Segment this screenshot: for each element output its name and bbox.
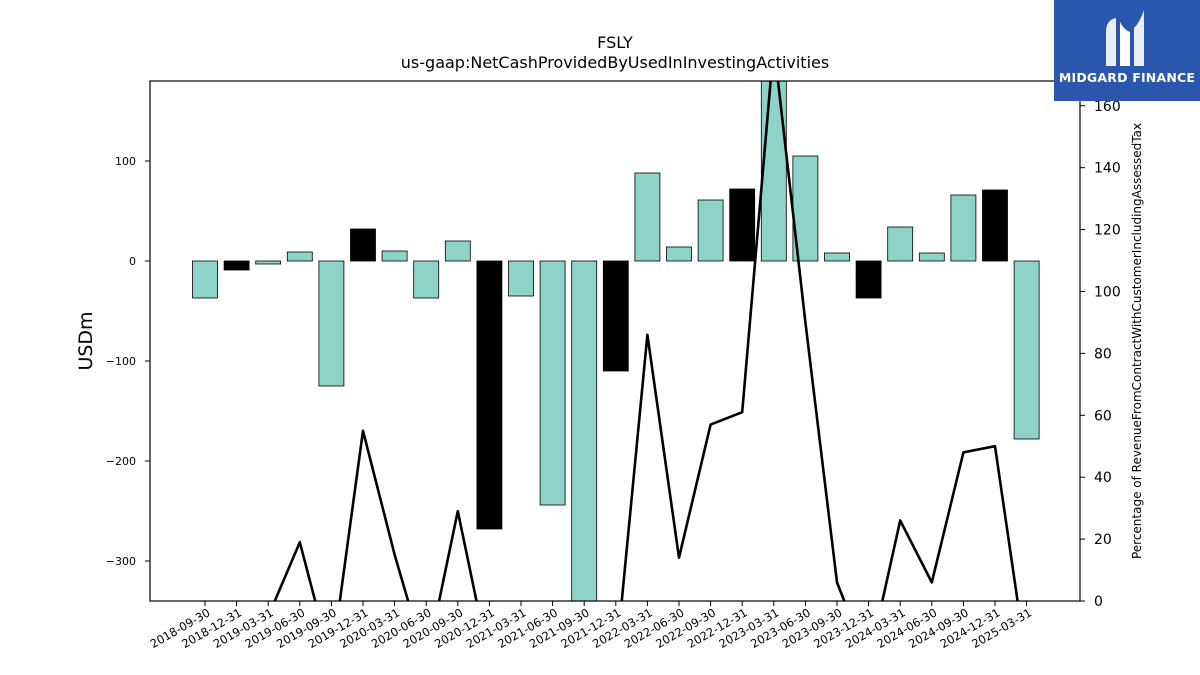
y2-tick-label: 40: [1094, 470, 1112, 486]
y2-tick-label: 0: [1094, 594, 1103, 610]
bar-2023-09-30: [824, 252, 850, 262]
bar-2018-12-31: [223, 260, 250, 271]
bar-2021-09-30: [571, 260, 598, 601]
bar-2019-12-31: [350, 228, 376, 262]
bar-2023-12-31: [855, 260, 882, 299]
y2-tick-label: 160: [1094, 99, 1121, 115]
bar-2021-06-30: [539, 260, 566, 506]
y2-tick-label: 60: [1094, 408, 1112, 424]
bar-2020-03-31: [381, 250, 408, 262]
bar-2024-12-31: [982, 189, 1008, 262]
y-tick-label: −300: [106, 555, 136, 568]
bar-2024-06-30: [918, 252, 945, 262]
bar-2025-03-31: [1013, 260, 1040, 440]
y-axis-label: USDm: [75, 311, 97, 370]
series-line: [273, 81, 1019, 601]
y-tick-label: 100: [115, 155, 136, 168]
bar-2020-09-30: [444, 240, 471, 262]
y-tick-label: −100: [106, 355, 136, 368]
plot-frame: [149, 80, 1081, 602]
bar-2019-06-30: [286, 251, 313, 262]
bar-2022-03-31: [634, 172, 661, 262]
bar-2020-06-30: [413, 260, 440, 299]
bar-2021-12-31: [602, 260, 629, 372]
bar-2024-03-31: [887, 226, 914, 262]
bar-2022-06-30: [666, 246, 692, 262]
y-tick-label: 0: [129, 255, 136, 268]
bar-2022-09-30: [697, 199, 724, 262]
chart-title: FSLY: [597, 33, 633, 52]
y2-tick-label: 20: [1094, 532, 1112, 548]
y2-tick-label: 120: [1094, 223, 1121, 239]
bar-2022-12-31: [729, 188, 756, 262]
bar-2018-09-30: [192, 260, 218, 299]
chart-subtitle: us-gaap:NetCashProvidedByUsedInInvesting…: [401, 53, 829, 72]
bar-2019-03-31: [255, 260, 282, 265]
logo-text: MIDGARD FINANCE: [1058, 70, 1196, 85]
bar-2020-12-31: [476, 260, 503, 530]
y2-tick-label: 100: [1094, 284, 1121, 300]
brand-logo: MIDGARD FINANCE: [1054, 0, 1200, 101]
y2-tick-label: 140: [1094, 161, 1121, 177]
y2-axis-label: Percentage of RevenueFromContractWithCus…: [1130, 123, 1144, 559]
bar-2021-03-31: [508, 260, 534, 297]
y2-tick-label: 80: [1094, 346, 1112, 362]
bar-2024-09-30: [950, 194, 977, 262]
y-tick-label: −200: [106, 455, 136, 468]
logo-mark-icon: [1106, 10, 1144, 66]
bar-2019-09-30: [318, 260, 345, 387]
